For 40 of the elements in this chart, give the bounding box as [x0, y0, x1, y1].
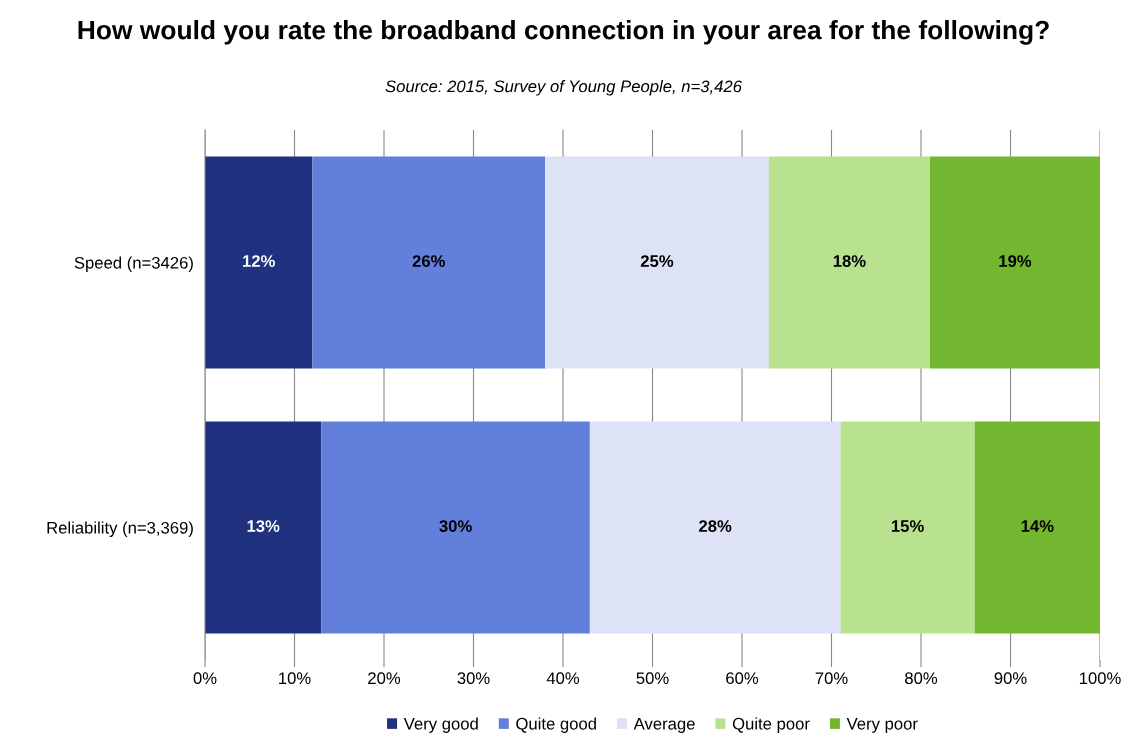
bar [929, 156, 1100, 369]
bar [205, 421, 322, 634]
chart-title: How would you rate the broadband connection in your area for the following? [78, 20, 1049, 45]
bar [312, 156, 546, 369]
y-tick-label: Speed (n=3426) [74, 256, 193, 272]
bar [321, 421, 590, 634]
bar [840, 421, 975, 634]
legend-label: Quite good [516, 717, 596, 733]
x-tick-label: 0% [193, 672, 217, 685]
bar [974, 421, 1100, 634]
data-label: 19% [999, 255, 1032, 267]
data-label: 28% [699, 520, 732, 532]
x-tick-label: 80% [905, 672, 938, 685]
x-tick-label: 30% [457, 672, 490, 685]
x-tick-label: 20% [368, 672, 401, 685]
bar [589, 421, 841, 634]
bar [205, 156, 313, 369]
bar [768, 156, 930, 369]
bar [545, 156, 769, 369]
data-label: 30% [439, 520, 472, 532]
x-tick-label: 90% [994, 672, 1027, 685]
data-label: 12% [243, 255, 275, 267]
x-tick-label: 60% [726, 672, 759, 685]
x-tick-label: 100% [1079, 672, 1121, 685]
x-tick-label: 50% [636, 672, 669, 685]
legend-label: Very poor [846, 718, 918, 733]
data-label: 14% [1021, 520, 1054, 532]
data-label: 18% [833, 255, 866, 267]
x-tick-label: 10% [279, 672, 311, 685]
legend-label: Average [633, 718, 695, 733]
x-tick-label: 70% [815, 672, 848, 685]
legend-label: Quite poor [732, 717, 810, 733]
data-label: 25% [640, 255, 674, 267]
data-label: 13% [247, 520, 280, 532]
data-label: 15% [891, 520, 924, 532]
y-tick-label: Reliability (n=3,369) [47, 521, 193, 537]
data-label: 26% [412, 255, 445, 267]
chart-subtitle: Source: 2015, Survey of Young People, n=3,426 [385, 80, 742, 96]
legend-label: Very good [403, 717, 478, 733]
x-tick-label: 40% [546, 672, 580, 685]
